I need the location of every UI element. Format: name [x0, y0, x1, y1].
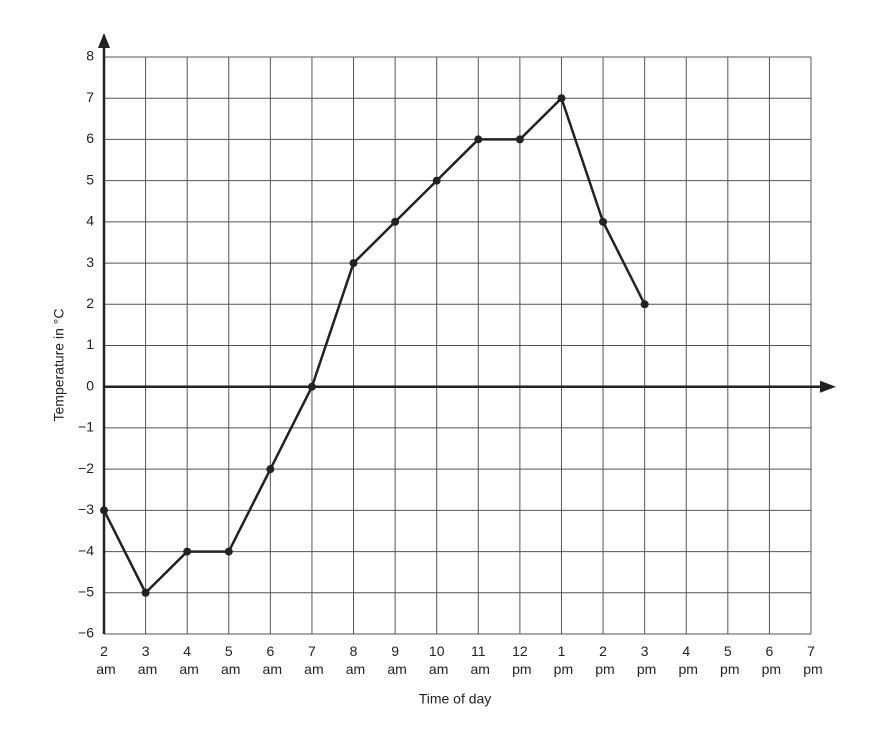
- x-tick-label: 2 pm: [591, 643, 614, 677]
- x-tick-label: 3 am: [134, 643, 157, 677]
- x-tick-label: 8 am: [342, 643, 365, 677]
- data-point: [640, 300, 649, 309]
- y-tick-label: 0: [86, 377, 94, 393]
- x-tick-label: 5 pm: [716, 643, 739, 677]
- x-tick-label: 6 am: [259, 643, 282, 677]
- y-tick-label: −6: [78, 625, 94, 641]
- data-point: [266, 465, 275, 474]
- x-tick-label: 4 pm: [675, 643, 698, 677]
- x-tick-label: 2 am: [92, 643, 115, 677]
- y-tick-label: 1: [86, 336, 94, 352]
- x-tick-label: 5 am: [217, 643, 240, 677]
- y-tick-label: 8: [86, 48, 94, 64]
- x-tick-label: 9 am: [383, 643, 406, 677]
- x-tick-label: 3 pm: [633, 643, 656, 677]
- y-tick-label: −5: [78, 583, 94, 599]
- data-point: [183, 547, 192, 556]
- data-point: [349, 259, 358, 268]
- data-point: [307, 382, 316, 391]
- y-axis-title: Temperature in °C: [51, 309, 67, 422]
- x-tick-label: 7 am: [300, 643, 323, 677]
- data-point: [474, 135, 483, 144]
- data-point: [391, 217, 400, 226]
- data-point: [224, 547, 233, 556]
- y-tick-label: −3: [78, 501, 94, 517]
- x-tick-label: 7 pm: [799, 643, 822, 677]
- data-point: [141, 588, 150, 597]
- y-tick-label: 3: [86, 254, 94, 270]
- x-tick-label: 1 pm: [550, 643, 573, 677]
- y-axis-arrow: [98, 33, 110, 48]
- y-tick-label: 7: [86, 89, 94, 105]
- y-tick-label: −1: [78, 419, 94, 435]
- x-tick-label: 6 pm: [758, 643, 781, 677]
- x-tick-label: 4 am: [176, 643, 199, 677]
- y-tick-label: −2: [78, 460, 94, 476]
- x-tick-label: 12 pm: [508, 643, 531, 677]
- y-tick-label: 2: [86, 295, 94, 311]
- data-line: [102, 96, 646, 595]
- y-tick-label: 4: [86, 213, 94, 229]
- y-tick-label: 6: [86, 130, 94, 146]
- data-point: [599, 217, 608, 226]
- data-point: [100, 506, 108, 515]
- y-tick-label: −4: [78, 542, 94, 558]
- data-point: [515, 135, 524, 144]
- x-axis-title: Time of day: [419, 691, 492, 707]
- x-tick-label: 10 am: [425, 643, 448, 677]
- x-tick-label: 11 am: [467, 643, 490, 677]
- x-axis-arrow: [820, 380, 836, 393]
- y-tick-label: 5: [86, 171, 94, 187]
- data-point: [432, 176, 441, 185]
- data-point: [557, 94, 566, 103]
